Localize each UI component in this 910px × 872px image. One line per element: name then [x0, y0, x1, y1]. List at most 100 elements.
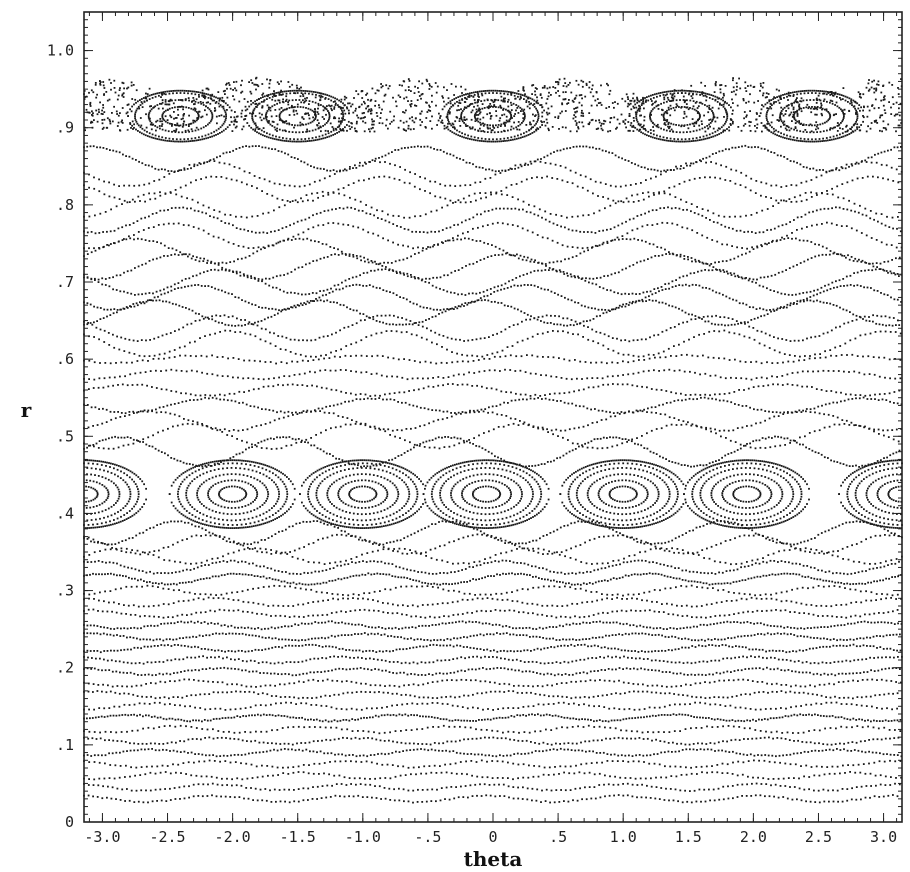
orbit-point	[598, 772, 601, 775]
orbit-point	[632, 624, 635, 626]
orbit-point	[365, 539, 367, 542]
orbit-point	[150, 716, 153, 718]
orbit-point	[803, 775, 805, 778]
orbit-point	[374, 668, 376, 670]
orbit-point	[183, 591, 186, 594]
orbit-point	[780, 625, 782, 628]
orbit-point	[108, 601, 110, 604]
orbit-point	[469, 646, 472, 649]
orbit-point	[347, 533, 350, 535]
orbit-point	[112, 561, 115, 564]
orbit-point	[234, 650, 237, 653]
orbit-point	[437, 586, 439, 589]
orbit-point	[321, 720, 324, 723]
orbit-point	[352, 575, 355, 577]
orbit-point	[615, 668, 617, 671]
orbit-point	[486, 597, 489, 599]
orbit-point	[295, 583, 298, 586]
orbit-point	[421, 702, 424, 705]
orbit-point	[402, 788, 405, 791]
orbit-point	[466, 636, 469, 639]
orbit-point	[516, 562, 519, 564]
orbit-point	[852, 679, 854, 682]
orbit-point	[481, 577, 483, 580]
orbit-point	[359, 754, 361, 757]
orbit-point	[555, 789, 558, 791]
orbit-point	[788, 549, 791, 551]
orbit-point	[518, 627, 521, 629]
orbit-point	[104, 669, 107, 672]
orbit-point	[207, 680, 210, 683]
orbit-point	[864, 796, 867, 799]
scatter-points	[83, 76, 903, 804]
orbit-point	[208, 531, 211, 534]
orbit-point	[202, 783, 205, 786]
orbit-point	[396, 704, 398, 706]
orbit-point	[516, 650, 519, 652]
orbit-point	[828, 580, 831, 583]
orbit-point	[882, 635, 885, 638]
orbit-point	[174, 718, 177, 721]
orbit-point	[479, 633, 482, 636]
orbit-point	[616, 719, 619, 722]
orbit-point	[93, 778, 96, 781]
orbit-point	[899, 730, 902, 732]
orbit-point	[156, 524, 158, 526]
orbit-point	[585, 638, 587, 640]
orbit-point	[523, 661, 526, 663]
orbit-point	[454, 719, 457, 721]
orbit-point	[392, 650, 394, 652]
orbit-point	[507, 690, 510, 692]
orbit-point	[793, 611, 796, 613]
orbit-point	[680, 464, 683, 466]
orbit-point	[226, 691, 228, 694]
orbit-point	[205, 775, 208, 778]
orbit-point	[825, 645, 828, 648]
orbit-point	[764, 708, 767, 710]
orbit-point	[411, 604, 414, 607]
orbit-point	[371, 796, 373, 799]
orbit-point	[183, 645, 186, 647]
orbit-point	[845, 616, 848, 619]
orbit-point	[391, 704, 393, 707]
orbit-point	[485, 794, 488, 797]
orbit-point	[435, 800, 437, 803]
orbit-point	[487, 575, 489, 577]
orbit-point	[681, 646, 683, 649]
orbit-point	[126, 730, 128, 733]
orbit-point	[207, 564, 210, 566]
orbit-point	[858, 561, 861, 563]
orbit-point	[893, 737, 896, 739]
orbit-point	[376, 762, 378, 765]
orbit-point	[771, 437, 773, 439]
orbit-point	[176, 614, 179, 617]
orbit-point	[590, 762, 593, 764]
orbit-point	[852, 672, 854, 675]
orbit-point	[512, 690, 515, 693]
orbit-point	[860, 696, 863, 699]
orbit-point	[838, 697, 841, 699]
orbit-point	[113, 573, 115, 576]
orbit-point	[321, 569, 324, 572]
orbit-point	[326, 592, 328, 594]
orbit-point	[817, 714, 819, 716]
orbit-point	[180, 620, 183, 623]
orbit-point	[350, 558, 353, 560]
orbit-point	[176, 459, 179, 462]
orbit-point	[643, 542, 646, 545]
orbit-point	[456, 657, 459, 660]
orbit-point	[412, 646, 415, 649]
orbit-point	[754, 708, 757, 711]
orbit-point	[416, 444, 418, 447]
orbit-point	[767, 778, 770, 780]
orbit-point	[620, 754, 623, 757]
orbit-point	[679, 765, 682, 768]
orbit-point	[510, 549, 513, 552]
orbit-point	[141, 585, 143, 588]
orbit-point	[884, 737, 887, 740]
orbit-point	[553, 801, 556, 804]
orbit-point	[194, 656, 197, 659]
orbit-point	[537, 703, 540, 706]
orbit-point	[159, 716, 162, 719]
orbit-point	[843, 624, 846, 626]
